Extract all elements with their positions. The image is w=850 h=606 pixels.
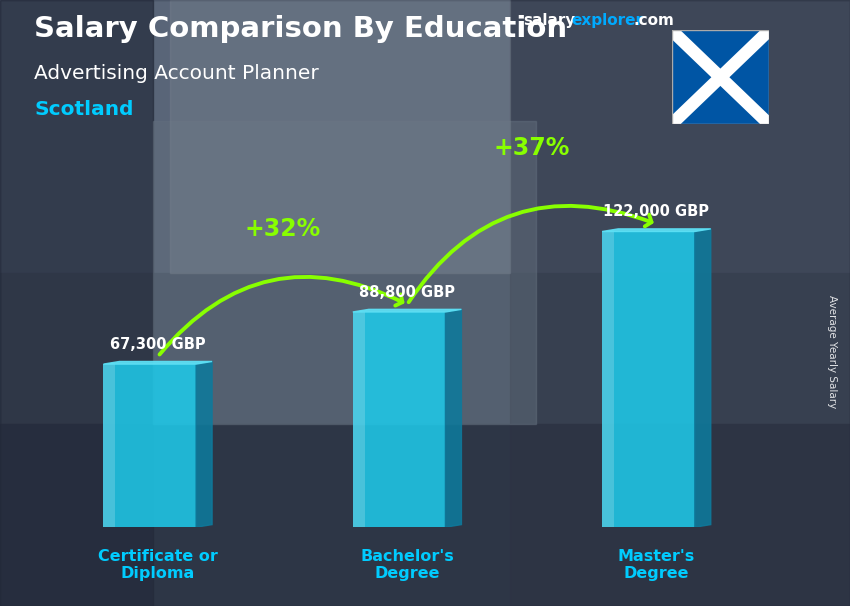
Polygon shape (694, 229, 711, 527)
Text: .com: .com (633, 13, 674, 28)
Text: explorer: explorer (571, 13, 643, 28)
Polygon shape (602, 229, 711, 231)
Polygon shape (196, 361, 212, 527)
Bar (0, 0, 850, 273)
Text: Average Yearly Salary: Average Yearly Salary (827, 295, 837, 408)
Polygon shape (445, 309, 462, 527)
Text: Advertising Account Planner: Advertising Account Planner (34, 64, 319, 82)
Bar (353, 312, 365, 527)
Text: Bachelor's
Degree: Bachelor's Degree (360, 549, 454, 581)
Text: +32%: +32% (244, 217, 320, 241)
Bar (0, 0, 153, 606)
Text: Certificate or
Diploma: Certificate or Diploma (98, 549, 218, 581)
Text: +37%: +37% (494, 136, 570, 161)
Bar (170, 0, 510, 273)
Bar (353, 312, 445, 527)
Polygon shape (353, 309, 462, 312)
Text: salary: salary (523, 13, 575, 28)
Bar (104, 364, 116, 527)
Bar (0, 424, 850, 606)
Text: 67,300 GBP: 67,300 GBP (110, 337, 206, 351)
Text: Salary Comparison By Education: Salary Comparison By Education (34, 15, 567, 43)
Bar (602, 231, 615, 527)
Text: 122,000 GBP: 122,000 GBP (604, 204, 710, 219)
Bar (602, 231, 694, 527)
Bar (0, 273, 850, 424)
Text: Master's
Degree: Master's Degree (618, 549, 695, 581)
Text: 88,800 GBP: 88,800 GBP (359, 285, 455, 299)
Polygon shape (104, 361, 212, 364)
Bar (510, 0, 850, 606)
Bar (153, 121, 536, 424)
Bar (104, 364, 196, 527)
Text: Scotland: Scotland (34, 100, 133, 119)
